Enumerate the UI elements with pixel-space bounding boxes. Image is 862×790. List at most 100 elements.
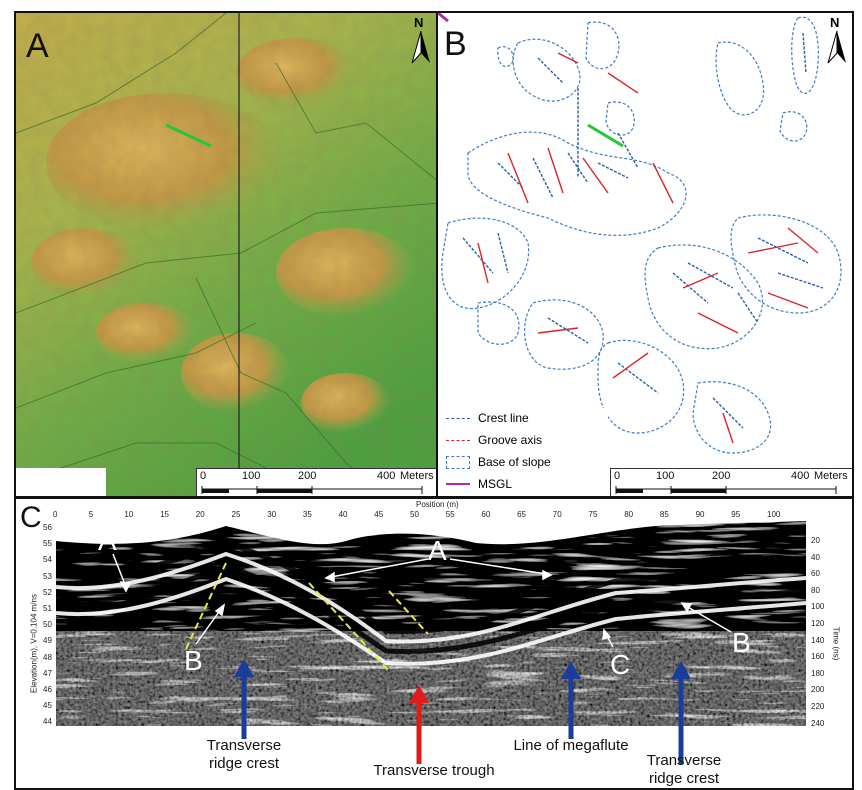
time-tick: 160 [811, 652, 825, 662]
position-tick: 20 [195, 510, 205, 519]
position-tick: 25 [231, 510, 241, 519]
time-tick: 180 [811, 668, 825, 678]
crest-line-swatch [446, 417, 470, 419]
elevation-tick: 45 [43, 701, 52, 711]
position-axis-label: Position (m) [416, 500, 459, 509]
panel-c-label: C [20, 501, 42, 534]
transverse-ridge-crest-label-1: Transverse ridge crest [194, 737, 294, 773]
crest-arrow-2 [671, 661, 691, 764]
elevation-tick: 44 [43, 717, 52, 727]
map-legend: Crest line Groove axis Base of slope MSG… [438, 408, 608, 496]
elevation-tick: 49 [43, 636, 52, 646]
time-tick: 20 [811, 536, 820, 545]
transverse-ridge-crest-label-2: Transverse ridge crest [634, 752, 734, 788]
scale-tick: 400 [377, 470, 396, 482]
position-tick: 55 [445, 510, 455, 519]
radar-label-a-left: A [98, 525, 117, 556]
elevation-tick: 52 [43, 587, 52, 597]
position-tick: 95 [731, 510, 741, 519]
position-tick: 85 [659, 510, 669, 519]
scale-tick: 400 [791, 470, 810, 482]
position-tick: 90 [695, 510, 705, 519]
blank-box [16, 468, 106, 496]
time-tick: 40 [811, 552, 820, 562]
radar-label-c: C [610, 649, 631, 680]
groove-axis-swatch [446, 439, 470, 441]
elevation-tick: 55 [43, 539, 52, 549]
panel-b-interpretation-map: B N Crest line Groove axis Base of slope… [436, 11, 854, 498]
time-tick: 80 [811, 585, 820, 595]
time-tick: 120 [811, 619, 825, 628]
time-tick: 60 [811, 569, 820, 579]
transverse-trough-label: Transverse trough [373, 762, 495, 779]
elevation-tick: 53 [43, 571, 52, 581]
position-tick: 15 [160, 510, 169, 519]
legend-msgl: MSGL [446, 476, 512, 492]
scale-tick: 0 [614, 470, 621, 482]
scale-tick: 100 [242, 470, 261, 482]
base-of-slope-swatch [446, 455, 470, 469]
elevation-tick: 56 [43, 523, 52, 532]
scale-tick: 100 [656, 470, 675, 482]
legend-base-of-slope: Base of slope [446, 454, 551, 470]
position-tick: 40 [338, 510, 348, 519]
position-tick: 75 [588, 510, 598, 519]
time-tick: 100 [811, 602, 825, 612]
north-label: N [414, 15, 424, 30]
time-tick: 140 [811, 635, 825, 645]
position-tick: 5 [88, 510, 94, 519]
megaflute-arrow [561, 661, 581, 739]
panel-a-label: A [26, 27, 49, 65]
hillshade-terrain [16, 13, 436, 496]
position-tick: 80 [624, 510, 634, 519]
position-tick: 0 [53, 510, 58, 519]
north-arrow-icon: N [410, 15, 432, 65]
annotation-line: Transverse [206, 737, 282, 754]
position-tick: 50 [410, 510, 419, 519]
position-tick: 10 [124, 510, 134, 519]
position-tick: 70 [552, 510, 562, 519]
position-tick: 30 [267, 510, 277, 519]
elevation-tick: 51 [43, 604, 52, 613]
position-tick: 100 [767, 510, 781, 519]
radar-label-a-mid: A [428, 535, 447, 566]
panel-b-label: B [444, 25, 467, 63]
elevation-tick: 46 [43, 685, 52, 694]
line-of-megaflute-label: Line of megaflute [513, 737, 629, 754]
panel-c-radargram: C Position (m) 0 5 10 15 20 25 30 35 40 45 50 55 60 6… [14, 497, 854, 790]
legend-label: Groove axis [478, 433, 543, 447]
scale-unit: Meters [400, 470, 434, 482]
legend-crest-line: Crest line [446, 410, 529, 426]
legend-groove-axis: Groove axis [446, 432, 542, 448]
position-tick: 60 [481, 510, 491, 519]
landform-outlines [438, 13, 842, 454]
dipping-reflector-lines [185, 562, 429, 672]
legend-label: MSGL [478, 477, 513, 491]
annotation-line: ridge crest [208, 755, 280, 772]
elevation-tick: 47 [43, 668, 52, 678]
scale-tick: 0 [200, 470, 207, 482]
annotation-arrows [112, 553, 732, 764]
time-tick: 220 [811, 702, 825, 711]
elevation-tick: 54 [43, 555, 52, 565]
elevation-tick: 48 [43, 652, 52, 662]
position-tick: 65 [517, 510, 526, 519]
trough-arrow [409, 685, 429, 764]
panel-a-hillshade-map: A N 0 100 200 400 Meters [14, 11, 438, 498]
position-tick: 35 [302, 510, 312, 519]
time-tick: 200 [811, 685, 825, 695]
annotation-line: ridge crest [648, 770, 720, 787]
scale-bar-a: 0 100 200 400 Meters [196, 468, 436, 496]
legend-label: Crest line [478, 411, 529, 425]
crest-arrow-1 [234, 659, 254, 739]
north-label: N [830, 15, 840, 30]
scale-unit: Meters [814, 470, 848, 482]
north-arrow-icon: N [826, 15, 848, 65]
time-tick: 240 [811, 718, 825, 728]
msgl-swatch [446, 483, 470, 485]
position-tick: 45 [374, 510, 384, 519]
scale-tick: 200 [298, 470, 317, 482]
annotation-line: Transverse [646, 752, 722, 769]
msgl-line [165, 123, 212, 148]
legend-label: Base of slope [478, 455, 551, 469]
